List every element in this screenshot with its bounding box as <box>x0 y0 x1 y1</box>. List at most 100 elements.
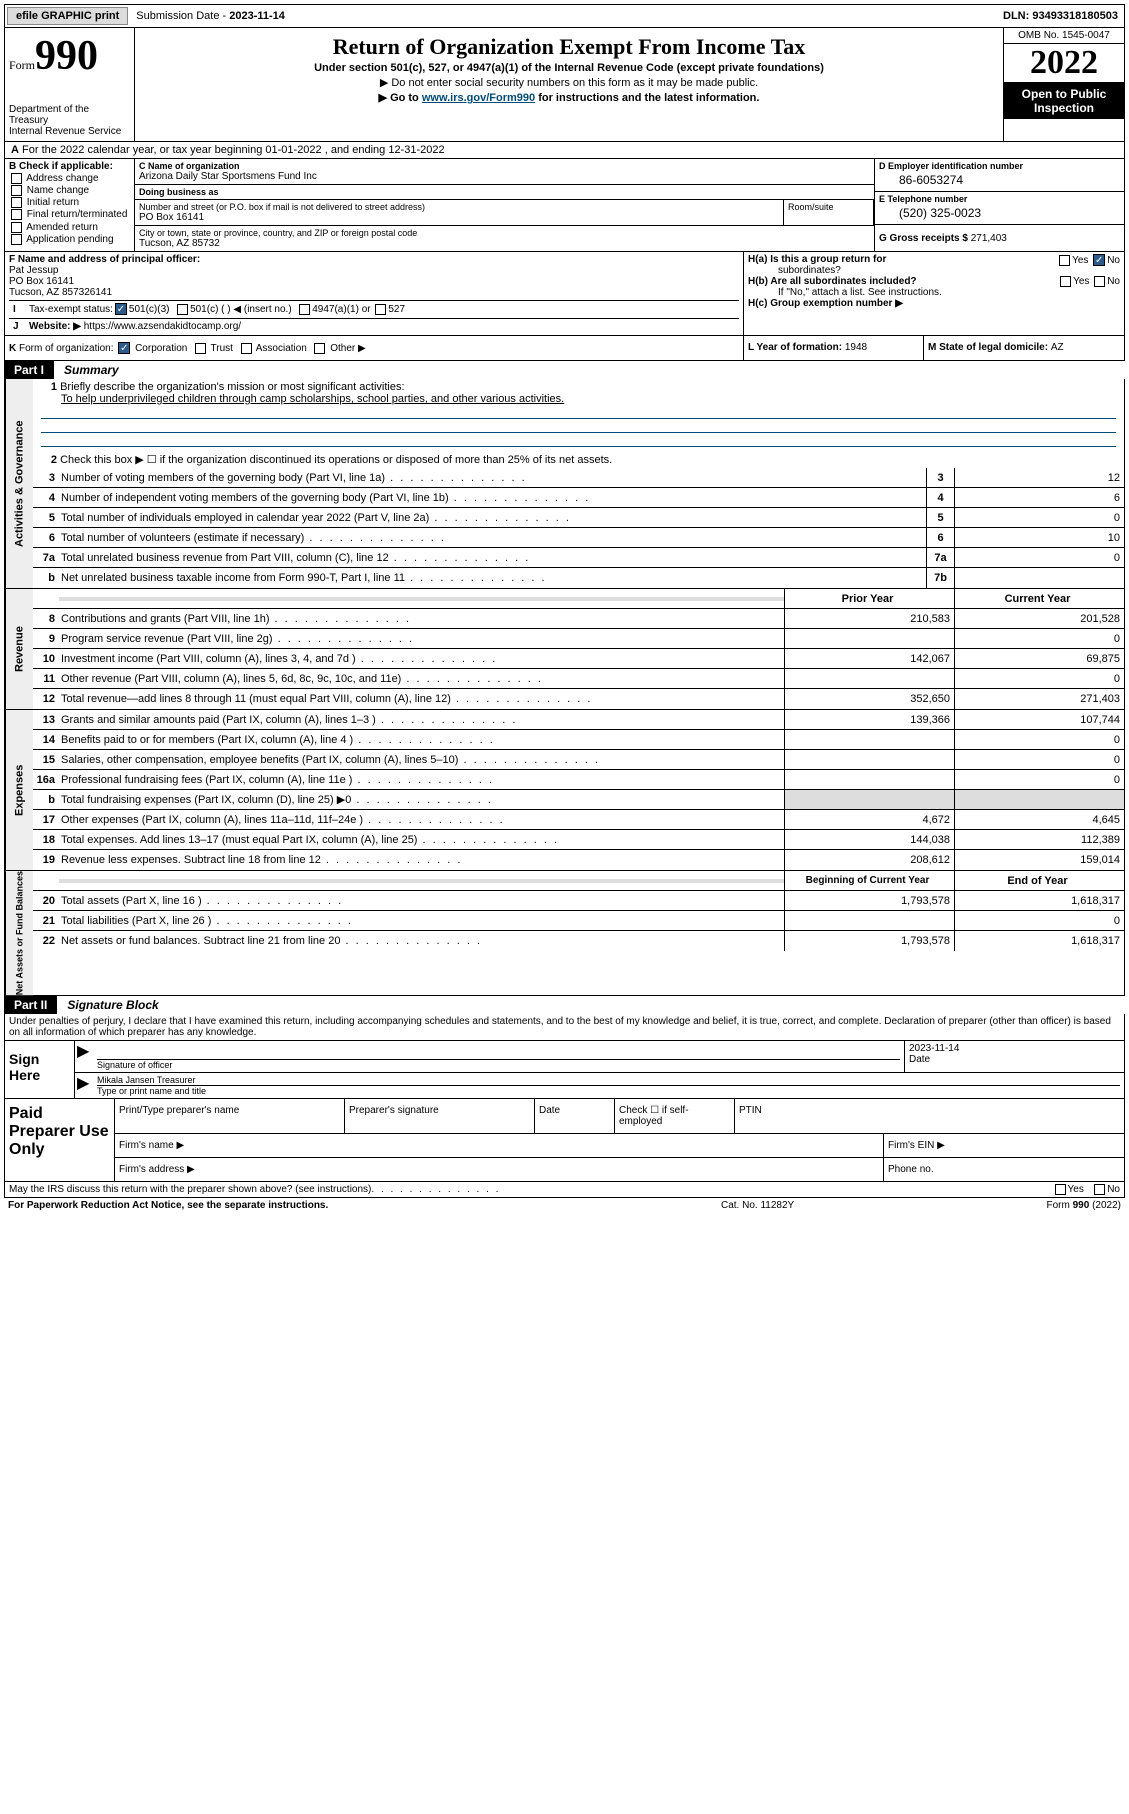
prior-value <box>784 770 954 789</box>
open-public-2: Inspection <box>1034 101 1094 115</box>
hb-label: H(b) Are all subordinates included? <box>748 276 917 287</box>
sig-officer-cell: Signature of officer <box>93 1041 904 1072</box>
blank-line <box>41 419 1116 433</box>
checkbox-icon <box>299 304 310 315</box>
curr-value <box>954 790 1124 809</box>
row-j: J Website: ▶ https://www.azsendakidtocam… <box>9 318 739 333</box>
ha-label: H(a) Is this a group return for <box>748 254 886 265</box>
row-i-lead: I <box>13 304 29 315</box>
line-text: Other revenue (Part VIII, column (A), li… <box>59 671 784 687</box>
line-text: Benefits paid to or for members (Part IX… <box>59 732 784 748</box>
dln-value: 93493318180503 <box>1032 10 1118 22</box>
line-text: Program service revenue (Part VIII, line… <box>59 631 784 647</box>
line1-label: Briefly describe the organization's miss… <box>60 381 404 393</box>
sig-officer-row: ▶ Signature of officer 2023-11-14 Date <box>75 1041 1124 1073</box>
submission-date: Submission Date - 2023-11-14 <box>130 8 291 24</box>
checkbox-checked-icon: ✓ <box>1093 254 1105 266</box>
col-c-name-address: C Name of organization Arizona Daily Sta… <box>135 159 874 251</box>
irs-link[interactable]: www.irs.gov/Form990 <box>422 92 535 104</box>
line-box: 4 <box>926 488 954 507</box>
city-value: Tucson, AZ 85732 <box>139 238 870 249</box>
curr-value: 159,014 <box>954 850 1124 870</box>
revenue-line-9: 9 Program service revenue (Part VIII, li… <box>33 629 1124 649</box>
col-prior-header: Prior Year <box>784 589 954 608</box>
efile-print-button[interactable]: efile GRAPHIC print <box>7 7 128 25</box>
curr-value: 0 <box>954 629 1124 648</box>
line-text: Total fundraising expenses (Part IX, col… <box>59 791 784 808</box>
cb-final-return[interactable]: Final return/terminated <box>9 209 130 220</box>
expense-line-14: 14 Benefits paid to or for members (Part… <box>33 730 1124 750</box>
cb-initial-return[interactable]: Initial return <box>9 197 130 208</box>
row-i-label: Tax-exempt status: <box>29 304 113 315</box>
part1-header: Part I Summary <box>4 361 1125 379</box>
cb-label: Application pending <box>26 234 113 245</box>
line-text: Salaries, other compensation, employee b… <box>59 752 784 768</box>
opt-527: 527 <box>388 304 405 315</box>
line-text: Total number of individuals employed in … <box>59 510 926 526</box>
firm-name-label: Firm's name ▶ <box>115 1134 884 1157</box>
sidebar-revenue: Revenue <box>5 589 33 709</box>
room-suite-cell: Room/suite <box>784 200 874 226</box>
cb-name-change[interactable]: Name change <box>9 185 130 196</box>
cb-amended-return[interactable]: Amended return <box>9 222 130 233</box>
header-left: Form990 Department of the Treasury Inter… <box>5 28 135 141</box>
summary-line-7a: 7a Total unrelated business revenue from… <box>33 548 1124 568</box>
officer-addr1: PO Box 16141 <box>9 276 74 287</box>
revenue-lines: 8 Contributions and grants (Part VIII, l… <box>33 609 1124 709</box>
line-box: 3 <box>926 468 954 487</box>
sign-here-row: Sign Here ▶ Signature of officer 2023-11… <box>4 1041 1125 1099</box>
prior-value: 139,366 <box>784 710 954 729</box>
arrow-icon: ▶ <box>75 1041 93 1072</box>
firm-ein-label: Firm's EIN ▶ <box>884 1134 1124 1157</box>
line-text: Other expenses (Part IX, column (A), lin… <box>59 812 784 828</box>
sig-date-cell: 2023-11-14 Date <box>904 1041 1124 1072</box>
line-num: 6 <box>33 532 59 544</box>
mission-text: To help underprivileged children through… <box>37 393 564 405</box>
cb-label: Initial return <box>27 197 79 208</box>
cb-address-change[interactable]: Address change <box>9 173 130 184</box>
line-num: 15 <box>33 754 59 766</box>
row-a-text: For the 2022 calendar year, or tax year … <box>22 144 445 156</box>
expense-lines: 13 Grants and similar amounts paid (Part… <box>33 710 1124 870</box>
line-num: 7a <box>33 552 59 564</box>
dba-box: Doing business as <box>135 185 874 200</box>
cb-label: Final return/terminated <box>27 210 128 221</box>
sidebar-activities: Activities & Governance <box>5 379 33 588</box>
part2-title: Signature Block <box>57 996 1125 1014</box>
section-klm: K Form of organization: ✓ Corporation Tr… <box>4 336 1125 361</box>
line-text: Net assets or fund balances. Subtract li… <box>59 933 784 949</box>
checkbox-icon <box>1060 276 1071 287</box>
line-value: 10 <box>954 528 1124 547</box>
blank-line <box>41 405 1116 419</box>
header-right: OMB No. 1545-0047 2022 Open to Public In… <box>1004 28 1124 141</box>
line-num: 10 <box>33 653 59 665</box>
section-fghij: F Name and address of principal officer:… <box>4 252 1125 336</box>
line-text: Total number of volunteers (estimate if … <box>59 530 926 546</box>
prior-value: 4,672 <box>784 810 954 829</box>
row-j-label: Website: ▶ <box>29 321 81 332</box>
line2-text: Check this box ▶ ☐ if the organization d… <box>60 454 612 466</box>
gross-cell: G Gross receipts $ 271,403 <box>875 225 1124 246</box>
netassets-lines: 20 Total assets (Part X, line 16 ) 1,793… <box>33 891 1124 951</box>
checkbox-checked-icon: ✓ <box>115 303 127 315</box>
opt-corp: Corporation <box>135 343 187 354</box>
note-link: ▶ Go to www.irs.gov/Form990 for instruct… <box>141 91 997 104</box>
tel-value: (520) 325-0023 <box>879 204 1120 222</box>
line-num: 11 <box>33 673 59 685</box>
cb-application-pending[interactable]: Application pending <box>9 234 130 245</box>
dots <box>371 1184 500 1195</box>
line-text: Total expenses. Add lines 13–17 (must eq… <box>59 832 784 848</box>
col-b-checkboxes: B Check if applicable: Address change Na… <box>5 159 135 251</box>
open-to-public: Open to Public Inspection <box>1004 83 1124 119</box>
checkbox-icon <box>177 304 188 315</box>
sig-date-value: 2023-11-14 <box>909 1043 1120 1054</box>
row-m: M State of legal domicile: AZ <box>924 336 1124 360</box>
col-b-header: B Check if applicable: <box>9 161 130 172</box>
line-text: Number of voting members of the governin… <box>59 470 926 486</box>
revenue-line-10: 10 Investment income (Part VIII, column … <box>33 649 1124 669</box>
curr-value: 1,618,317 <box>954 891 1124 910</box>
checkbox-icon <box>1094 276 1105 287</box>
summary-line-4: 4 Number of independent voting members o… <box>33 488 1124 508</box>
line-num: b <box>33 572 59 584</box>
fghij-left: F Name and address of principal officer:… <box>5 252 744 335</box>
